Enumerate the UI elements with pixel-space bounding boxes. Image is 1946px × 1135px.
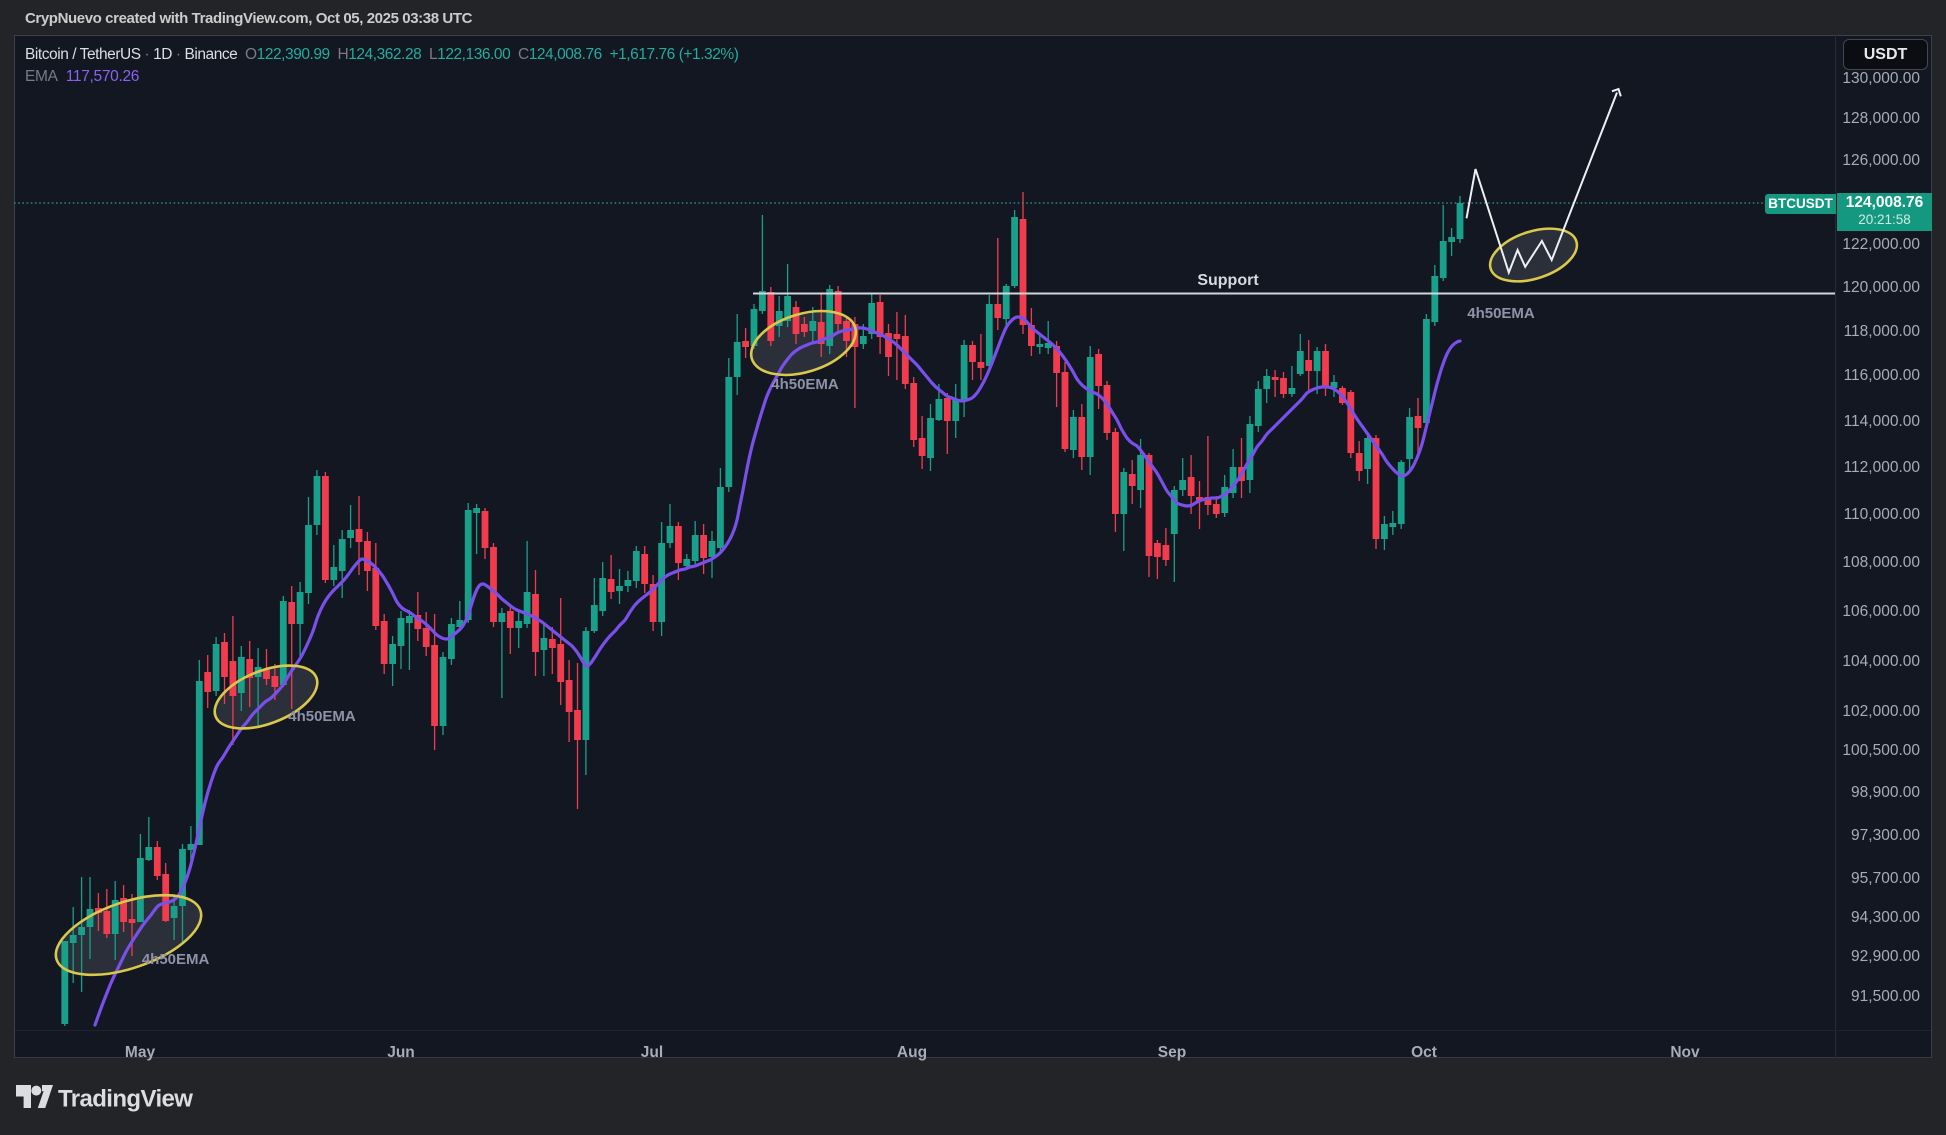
svg-text:4h50EMA: 4h50EMA (288, 708, 356, 725)
svg-text:TradingView: TradingView (58, 1086, 193, 1113)
svg-text:Support: Support (1197, 272, 1259, 289)
svg-text:4h50EMA: 4h50EMA (142, 951, 210, 968)
svg-text:4h50EMA: 4h50EMA (771, 376, 839, 393)
svg-text:4h50EMA: 4h50EMA (1467, 305, 1535, 322)
